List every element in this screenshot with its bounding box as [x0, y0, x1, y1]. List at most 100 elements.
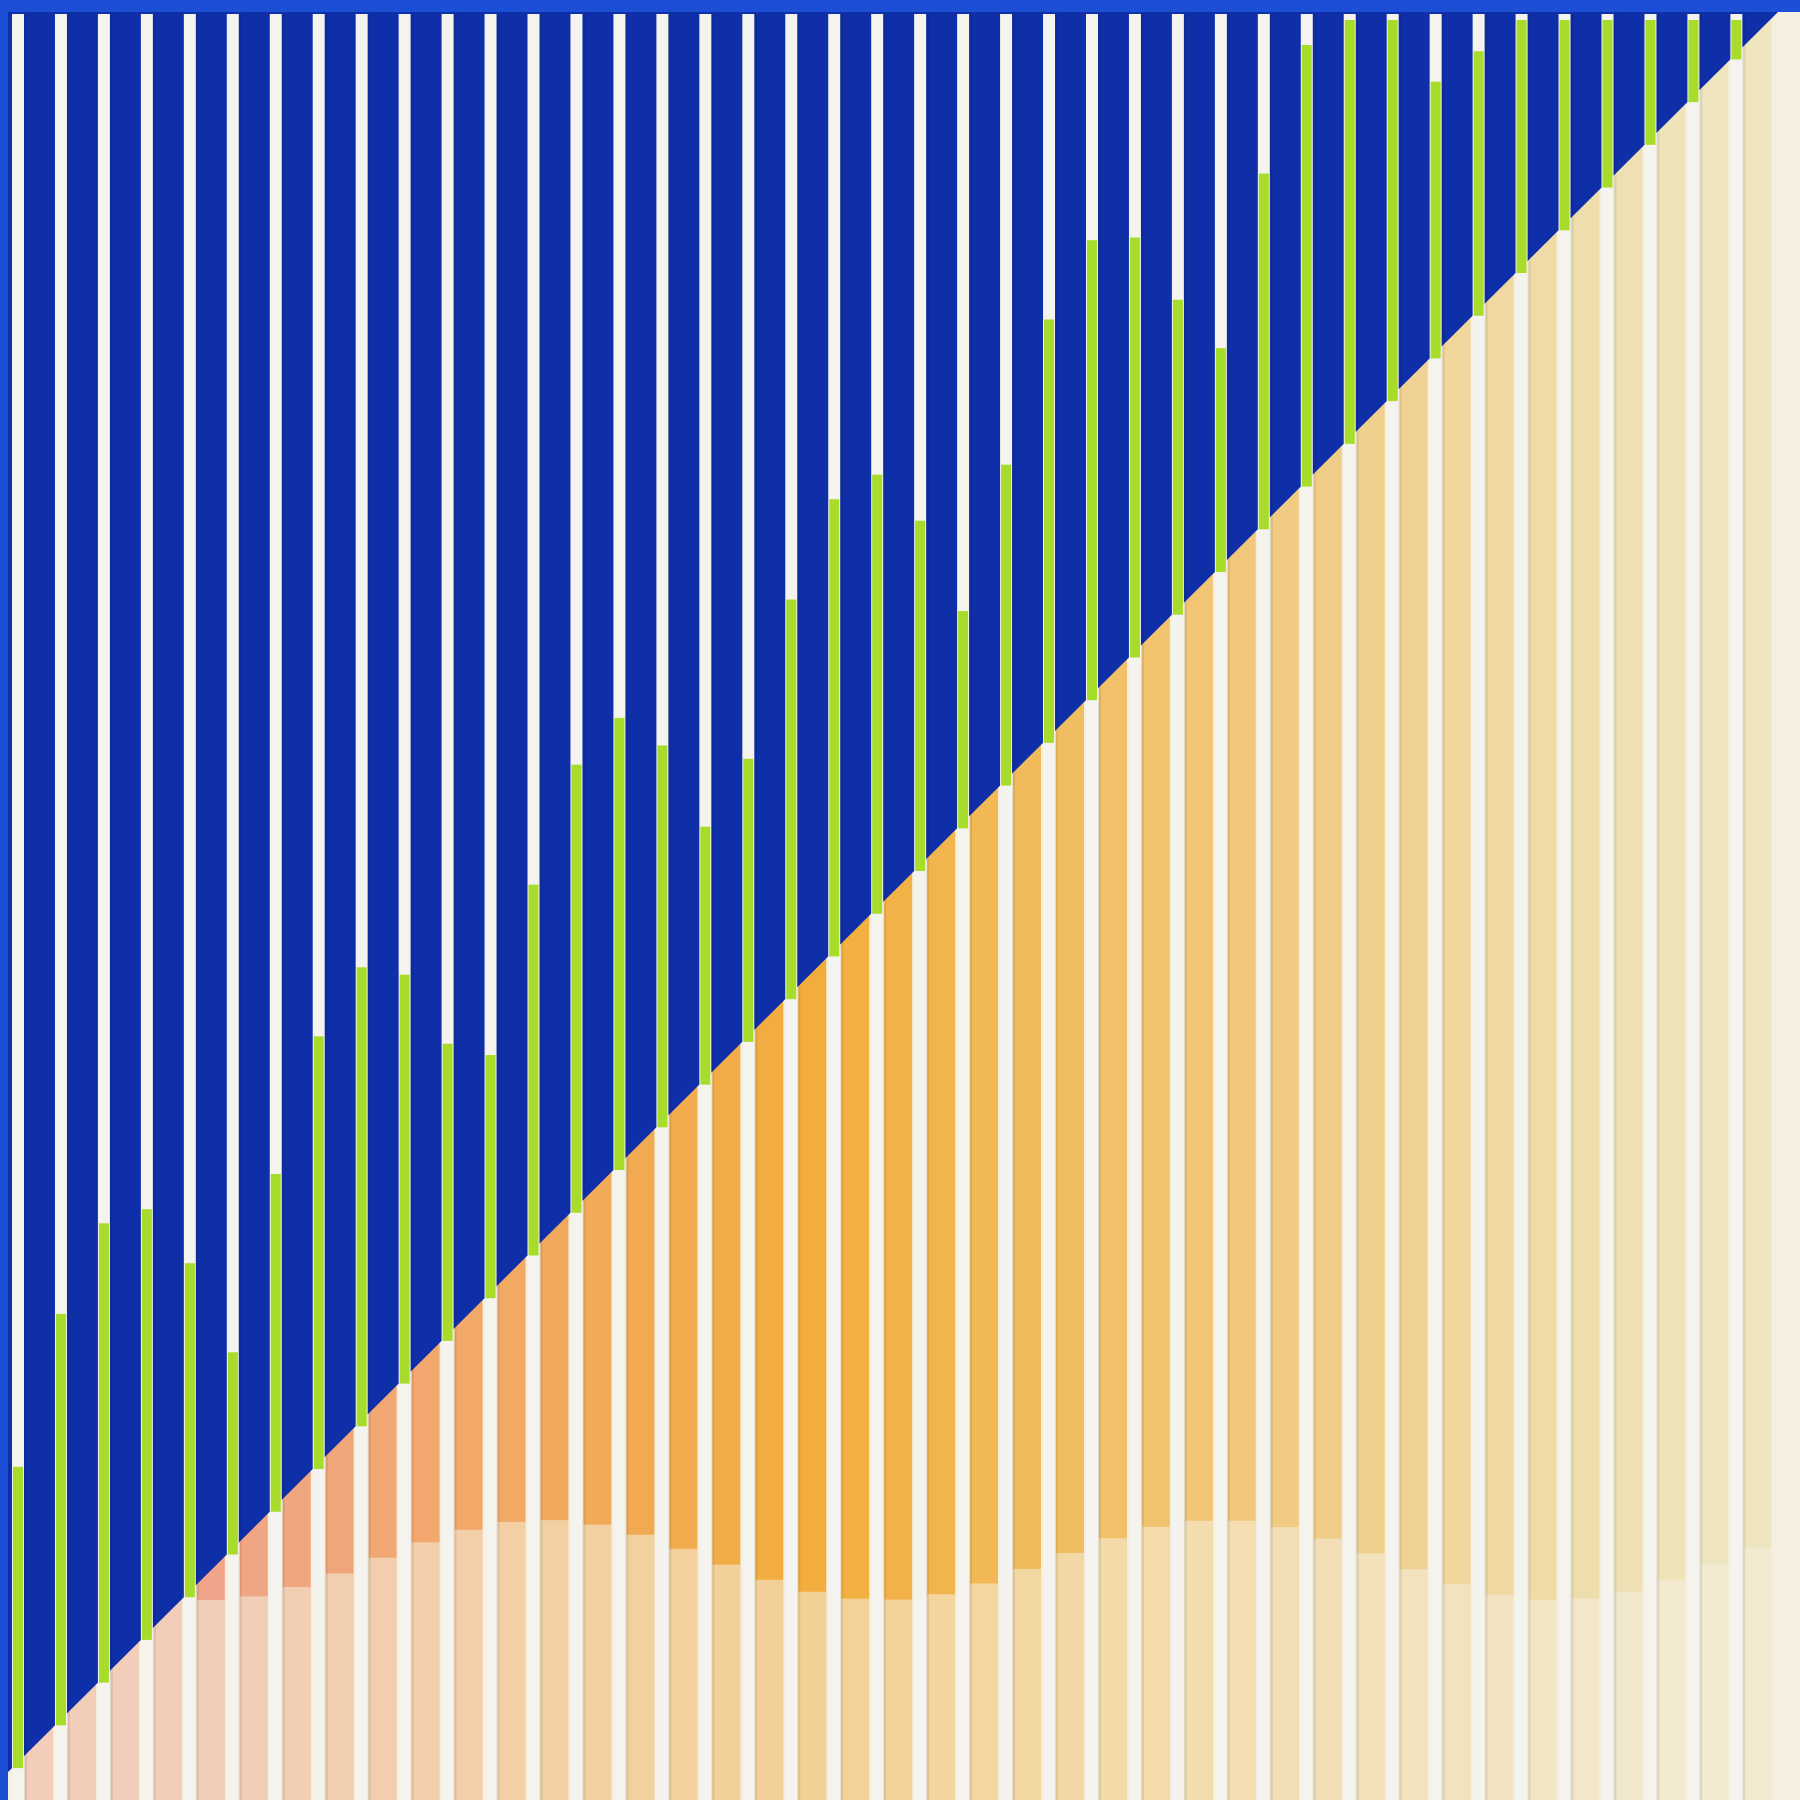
green-stripe-segment: [1387, 20, 1398, 402]
white-stripe: [1343, 14, 1356, 1800]
green-stripe-segment: [1258, 173, 1269, 530]
pale-band-bottom: [153, 1597, 182, 1800]
green-stripe-segment: [958, 611, 969, 829]
green-stripe-segment: [313, 1036, 324, 1470]
stripe-shadow: [883, 14, 887, 1800]
pale-band-bottom: [497, 1521, 526, 1800]
stripe-shadow: [1613, 14, 1617, 1800]
white-stripe: [1644, 14, 1657, 1800]
green-stripe-segment: [1516, 20, 1527, 273]
green-stripe-segment: [356, 967, 367, 1427]
vertical-stripes: [12, 14, 1746, 1800]
pale-band-bottom: [368, 1557, 397, 1800]
warm-band: [1442, 305, 1471, 1800]
stripe-shadow: [152, 14, 156, 1800]
green-stripe-segment: [98, 1223, 109, 1683]
pale-band-bottom: [1184, 1520, 1213, 1800]
stripe-shadow: [1140, 14, 1144, 1800]
pale-band-bottom: [1528, 1599, 1557, 1800]
warm-band: [1528, 220, 1557, 1800]
warm-gradient-region: [25, 6, 1772, 1800]
stripe-shadow: [1656, 14, 1660, 1800]
frame-left-edge: [0, 0, 8, 1800]
stripe-shadow: [238, 14, 242, 1800]
stripe-shadow: [1398, 14, 1402, 1800]
warm-band: [1571, 177, 1600, 1800]
pale-band-bottom: [454, 1529, 483, 1800]
stripe-shadow: [324, 14, 328, 1800]
pale-band-bottom: [884, 1599, 913, 1800]
white-stripe: [484, 14, 497, 1800]
stripe-shadow: [66, 14, 70, 1800]
pale-band-bottom: [1399, 1569, 1428, 1800]
warm-band: [1485, 262, 1514, 1800]
white-stripe: [1386, 14, 1399, 1800]
pale-band-bottom: [798, 1591, 827, 1800]
white-stripe: [1043, 14, 1056, 1800]
stripe-shadow: [711, 14, 715, 1800]
white-stripe: [12, 14, 24, 1800]
warm-band: [1743, 6, 1772, 1800]
green-stripe-segment: [1602, 20, 1613, 188]
white-stripe: [398, 14, 411, 1800]
stripe-shadow: [1527, 14, 1531, 1800]
pale-band-bottom: [1700, 1564, 1729, 1800]
white-stripe: [1429, 14, 1442, 1800]
warm-band: [1614, 134, 1643, 1800]
pale-band-bottom: [1056, 1553, 1084, 1800]
green-stripe-segment: [571, 764, 582, 1213]
stripe-shadow: [453, 14, 457, 1800]
pale-band-bottom: [1743, 1548, 1772, 1800]
stripe-shadow: [281, 14, 285, 1800]
green-stripe-segment: [13, 1466, 23, 1769]
green-stripe-segment: [657, 745, 668, 1128]
pale-band-bottom: [325, 1573, 354, 1800]
stripe-shadow: [109, 14, 113, 1800]
pale-band-bottom: [1614, 1591, 1643, 1800]
green-stripe-segment: [1044, 319, 1055, 743]
stripe-shadow: [969, 14, 973, 1800]
stripe-shadow: [1183, 14, 1187, 1800]
green-stripe-segment: [1001, 464, 1012, 786]
stripe-shadow: [1699, 14, 1703, 1800]
pale-band-bottom: [1141, 1526, 1170, 1800]
pale-band-bottom: [239, 1596, 268, 1800]
white-stripe: [355, 14, 368, 1800]
green-stripe-segment: [743, 758, 754, 1042]
pale-band-bottom: [1442, 1583, 1471, 1800]
stripe-shadow: [1355, 14, 1359, 1800]
pale-band-bottom: [196, 1599, 225, 1800]
white-stripe: [914, 14, 927, 1800]
pale-band-bottom: [1013, 1568, 1042, 1800]
stripe-shadow: [1226, 14, 1230, 1800]
white-stripe: [1601, 14, 1614, 1800]
green-stripe-segment: [270, 1174, 281, 1512]
green-stripe-segment: [184, 1263, 195, 1598]
stripe-shadow: [496, 14, 500, 1800]
stripe-shadow: [1441, 14, 1445, 1800]
warm-band: [1657, 92, 1686, 1800]
green-stripe-segment: [1086, 240, 1097, 701]
pale-band-bottom: [626, 1534, 655, 1800]
white-stripe: [1472, 14, 1485, 1800]
pale-band-bottom: [712, 1564, 741, 1800]
white-stripe: [1730, 14, 1743, 1800]
green-stripe-segment: [915, 520, 926, 872]
green-stripe-segment: [829, 499, 840, 957]
frame-top-edge: [0, 0, 1800, 12]
stripe-shadow: [797, 14, 801, 1800]
white-stripe: [1000, 14, 1013, 1800]
stripe-shadow: [195, 14, 199, 1800]
green-stripe-segment: [227, 1352, 238, 1555]
green-stripe-segment: [1172, 299, 1183, 615]
green-stripe-segment: [1645, 20, 1656, 145]
pale-band-bottom: [1313, 1538, 1342, 1800]
stripe-shadow: [1570, 14, 1574, 1800]
white-stripe: [1171, 14, 1184, 1800]
stripe-shadow: [926, 14, 930, 1800]
pale-band-bottom: [669, 1548, 698, 1800]
warm-band: [1399, 348, 1428, 1800]
stripe-shadow: [410, 14, 414, 1800]
white-stripe: [441, 14, 454, 1800]
